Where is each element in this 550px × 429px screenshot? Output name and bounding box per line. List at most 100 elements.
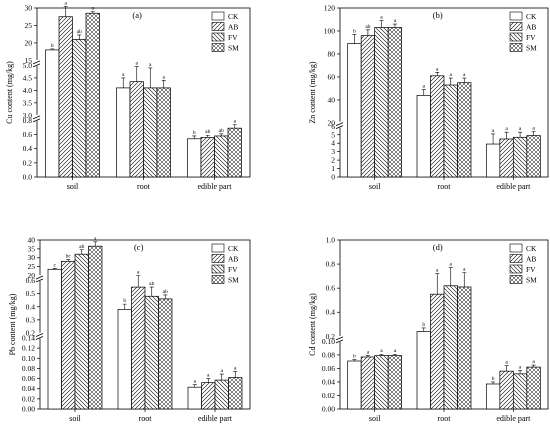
error-bar <box>192 384 197 388</box>
bar <box>485 143 501 178</box>
significance-label: a <box>234 119 237 125</box>
legend-label: FV <box>526 33 536 42</box>
error-bar <box>421 89 426 96</box>
y-axis-label: Cu content (mg/kg) <box>5 61 14 124</box>
bar <box>512 373 528 410</box>
x-tick-label: root <box>438 414 452 423</box>
significance-label: a <box>207 373 210 379</box>
y-tick-label: 0.08 <box>22 364 35 373</box>
bar <box>457 286 472 410</box>
chart-title: (c) <box>134 242 144 252</box>
y-tick-label: 0 <box>331 173 335 182</box>
y-tick-label: 0.2 <box>326 332 336 341</box>
error-bar <box>435 72 440 76</box>
error-bar <box>379 353 384 356</box>
significance-label: a <box>94 236 97 242</box>
error-bar <box>352 34 357 44</box>
error-bar <box>79 249 84 255</box>
error-bar <box>206 378 211 383</box>
bar <box>360 356 376 410</box>
significance-label: a <box>394 348 397 354</box>
significance-label: ab <box>163 289 168 295</box>
bar <box>187 386 202 410</box>
axis-break-gap <box>337 121 343 128</box>
bar <box>85 12 100 178</box>
bar <box>526 135 541 178</box>
error-bar <box>161 80 166 88</box>
error-bar <box>365 355 370 357</box>
legend-label: AB <box>526 23 536 32</box>
y-tick-label: 120 <box>324 4 336 13</box>
significance-label: a <box>519 126 522 132</box>
significance-label: c <box>54 262 57 268</box>
chart-panel-c: 0.00 0.020.040.060.080.100.120.140.2 0.3 0.… <box>8 236 251 423</box>
significance-label: ab <box>79 244 84 250</box>
error-bar <box>352 359 357 362</box>
error-bar <box>205 134 210 138</box>
legend-label: CK <box>526 244 537 253</box>
significance-label: ab <box>205 129 210 135</box>
legend-swatch <box>509 32 523 42</box>
chart-panel-a: 0.0 0.2 0.4 0.6 0.83.0 3.5 4.0 4.5 5.015 20 25 30 Cu… <box>5 0 251 191</box>
error-bar <box>421 327 426 332</box>
bar <box>61 260 76 410</box>
y-tick-label: 1.0 <box>326 236 336 245</box>
y-tick-label: 3 <box>331 147 335 156</box>
y-tick-label: 20 <box>28 271 36 280</box>
significance-label: ab <box>219 128 224 134</box>
y-tick-label: 0.00 <box>22 405 35 414</box>
error-bar <box>518 131 523 138</box>
bar <box>387 355 403 410</box>
chart-panel-d: 0.00 0.02 0.04 0.06 0.08 0.100.2 0.4 0.6 0.8 1.0 C… <box>308 236 549 423</box>
y-tick-label: 25 <box>28 262 36 271</box>
significance-label: a <box>221 368 224 374</box>
legend-label: AB <box>526 255 536 264</box>
error-bar <box>531 364 536 368</box>
y-tick-label: 15 <box>25 56 33 65</box>
significance-label: b <box>353 354 356 360</box>
bar <box>443 285 458 410</box>
error-bar <box>66 259 71 262</box>
axis-break-icon <box>32 60 41 68</box>
x-tick-label: root <box>137 182 151 191</box>
error-bar <box>392 23 397 28</box>
error-bar <box>121 77 126 88</box>
y-tick-label: 30 <box>28 253 36 262</box>
significance-label: a <box>122 72 125 78</box>
significance-label: a <box>492 128 495 134</box>
significance-label: a <box>380 348 383 354</box>
y-tick-label: 100 <box>324 26 336 35</box>
bar <box>360 35 376 178</box>
significance-label: a <box>234 365 237 371</box>
axis-break-gap <box>37 332 43 339</box>
bar <box>443 84 458 178</box>
error-bar <box>136 275 141 288</box>
bar <box>72 39 87 178</box>
legend-label: SM <box>526 276 537 285</box>
axis-break-gap <box>337 335 343 342</box>
bar <box>416 331 431 410</box>
y-axis-label: Zn content (mg/kg) <box>308 61 317 124</box>
bar <box>430 75 445 178</box>
axis-break-icon <box>35 333 44 340</box>
significance-label: a <box>149 62 152 68</box>
axis-break-gap <box>37 275 43 282</box>
bar <box>227 127 242 178</box>
bar <box>144 295 159 410</box>
y-tick-label: 0.04 <box>22 384 35 393</box>
error-bar <box>448 267 453 286</box>
significance-label: a <box>92 5 95 11</box>
y-tick-label: 5 <box>331 130 335 139</box>
error-bar <box>50 48 55 50</box>
x-tick-label: soil <box>369 182 381 191</box>
bar <box>374 355 389 410</box>
error-bar <box>93 241 98 247</box>
chart-title: (b) <box>433 10 443 20</box>
y-tick-label: 2 <box>331 156 335 165</box>
significance-label: a <box>450 262 453 268</box>
axis-break-gap <box>34 59 40 66</box>
significance-label: a <box>394 18 397 24</box>
legend-swatch <box>211 43 225 52</box>
y-tick-label: 0.02 <box>322 391 335 400</box>
bar <box>387 27 403 178</box>
